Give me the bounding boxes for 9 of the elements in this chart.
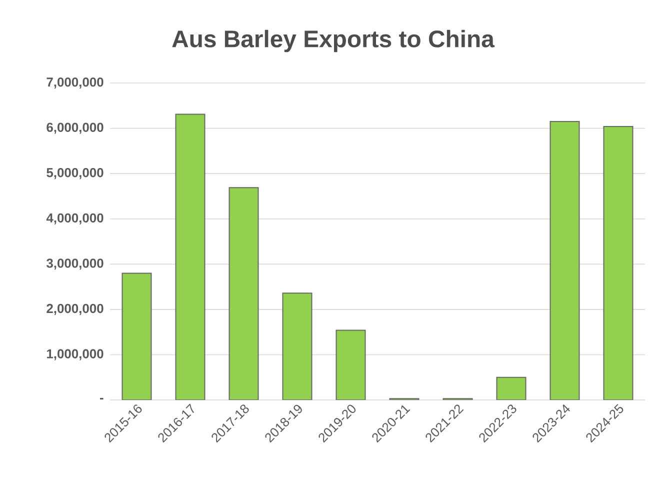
chart-title: Aus Barley Exports to China (172, 30, 495, 52)
y-tick-label: 5,000,000 (46, 168, 104, 180)
y-tick-label: 3,000,000 (46, 258, 104, 270)
y-tick-label: 7,000,000 (46, 77, 104, 89)
y-tick-label: 1,000,000 (47, 349, 104, 360)
y-tick-label: 6,000,000 (46, 122, 104, 134)
y-tick-label: 4,000,000 (46, 213, 104, 224)
y-tick-label: - (100, 398, 104, 400)
y-tick-label: 2,000,000 (46, 304, 104, 315)
